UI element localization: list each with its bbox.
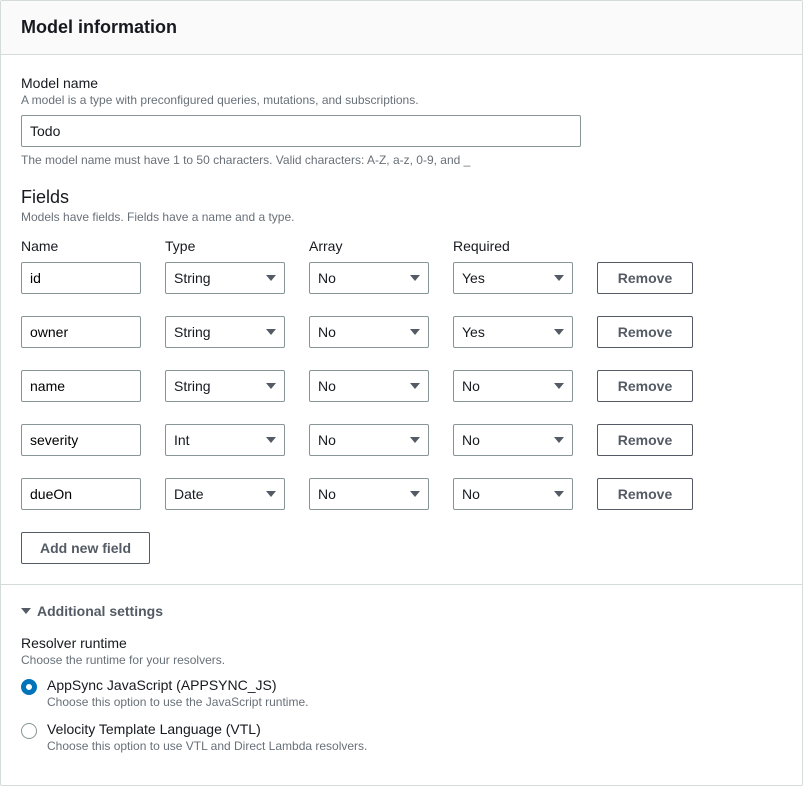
radio-label: Velocity Template Language (VTL) bbox=[47, 721, 782, 737]
model-name-label: Model name bbox=[21, 75, 782, 91]
select-value: No bbox=[318, 270, 336, 286]
field-required-select[interactable]: No bbox=[453, 424, 573, 456]
field-required-select[interactable]: No bbox=[453, 370, 573, 402]
select-value: No bbox=[318, 432, 336, 448]
caret-down-icon bbox=[21, 608, 31, 614]
field-name-input[interactable] bbox=[21, 424, 141, 456]
remove-field-button[interactable]: Remove bbox=[597, 262, 693, 294]
col-header-name: Name bbox=[21, 238, 141, 254]
caret-down-icon bbox=[266, 491, 276, 497]
select-value: No bbox=[462, 432, 480, 448]
runtime-option[interactable]: Velocity Template Language (VTL) Choose t… bbox=[21, 721, 782, 753]
caret-down-icon bbox=[266, 329, 276, 335]
caret-down-icon bbox=[410, 437, 420, 443]
select-value: Yes bbox=[462, 270, 485, 286]
select-value: String bbox=[174, 270, 211, 286]
caret-down-icon bbox=[410, 329, 420, 335]
field-array-select[interactable]: No bbox=[309, 316, 429, 348]
add-new-field-button[interactable]: Add new field bbox=[21, 532, 150, 564]
caret-down-icon bbox=[266, 383, 276, 389]
field-row: Date No No Remove bbox=[21, 478, 782, 510]
model-name-group: Model name A model is a type with precon… bbox=[21, 75, 782, 167]
resolver-runtime-group: Resolver runtime Choose the runtime for … bbox=[21, 635, 782, 753]
runtime-radio-group: AppSync JavaScript (APPSYNC_JS) Choose th… bbox=[21, 677, 782, 753]
radio-button[interactable] bbox=[21, 723, 37, 739]
caret-down-icon bbox=[554, 329, 564, 335]
caret-down-icon bbox=[410, 275, 420, 281]
fields-rows-container: StringNoYesRemoveStringNoYesRemoveString… bbox=[21, 262, 782, 510]
select-value: No bbox=[318, 378, 336, 394]
caret-down-icon bbox=[410, 491, 420, 497]
select-value: Int bbox=[174, 432, 190, 448]
fields-description: Models have fields. Fields have a name a… bbox=[21, 210, 782, 224]
select-value: No bbox=[318, 486, 336, 502]
panel-body: Model name A model is a type with precon… bbox=[1, 55, 802, 785]
field-row: String No Yes Remove bbox=[21, 316, 782, 348]
panel-header: Model information bbox=[1, 1, 802, 55]
radio-content: Velocity Template Language (VTL) Choose t… bbox=[47, 721, 782, 753]
fields-header-row: Name Type Array Required bbox=[21, 238, 782, 254]
field-row: Int No No Remove bbox=[21, 424, 782, 456]
field-type-select[interactable]: String bbox=[165, 316, 285, 348]
field-row: String No Yes Remove bbox=[21, 262, 782, 294]
col-header-array: Array bbox=[309, 238, 429, 254]
divider bbox=[1, 584, 802, 585]
col-header-type: Type bbox=[165, 238, 285, 254]
field-row: String No No Remove bbox=[21, 370, 782, 402]
field-array-select[interactable]: No bbox=[309, 370, 429, 402]
radio-label: AppSync JavaScript (APPSYNC_JS) bbox=[47, 677, 782, 693]
model-information-panel: Model information Model name A model is … bbox=[0, 0, 803, 786]
field-required-select[interactable]: Yes bbox=[453, 316, 573, 348]
remove-field-button[interactable]: Remove bbox=[597, 370, 693, 402]
caret-down-icon bbox=[266, 437, 276, 443]
field-name-input[interactable] bbox=[21, 316, 141, 348]
field-required-select[interactable]: No bbox=[453, 478, 573, 510]
remove-field-button[interactable]: Remove bbox=[597, 316, 693, 348]
caret-down-icon bbox=[554, 275, 564, 281]
radio-description: Choose this option to use VTL and Direct… bbox=[47, 739, 782, 753]
field-array-select[interactable]: No bbox=[309, 262, 429, 294]
field-name-input[interactable] bbox=[21, 370, 141, 402]
field-name-input[interactable] bbox=[21, 262, 141, 294]
select-value: No bbox=[462, 486, 480, 502]
fields-section: Fields Models have fields. Fields have a… bbox=[21, 187, 782, 564]
remove-field-button[interactable]: Remove bbox=[597, 478, 693, 510]
field-name-input[interactable] bbox=[21, 478, 141, 510]
caret-down-icon bbox=[410, 383, 420, 389]
field-array-select[interactable]: No bbox=[309, 478, 429, 510]
resolver-runtime-label: Resolver runtime bbox=[21, 635, 782, 651]
caret-down-icon bbox=[554, 383, 564, 389]
select-value: Date bbox=[174, 486, 204, 502]
select-value: String bbox=[174, 324, 211, 340]
caret-down-icon bbox=[554, 437, 564, 443]
select-value: String bbox=[174, 378, 211, 394]
fields-title: Fields bbox=[21, 187, 782, 208]
additional-settings-toggle[interactable]: Additional settings bbox=[21, 603, 782, 619]
field-type-select[interactable]: String bbox=[165, 262, 285, 294]
col-header-required: Required bbox=[453, 238, 573, 254]
radio-content: AppSync JavaScript (APPSYNC_JS) Choose th… bbox=[47, 677, 782, 709]
field-type-select[interactable]: Int bbox=[165, 424, 285, 456]
panel-title: Model information bbox=[21, 17, 782, 38]
select-value: Yes bbox=[462, 324, 485, 340]
field-type-select[interactable]: String bbox=[165, 370, 285, 402]
radio-description: Choose this option to use the JavaScript… bbox=[47, 695, 782, 709]
col-header-action bbox=[597, 238, 693, 254]
field-type-select[interactable]: Date bbox=[165, 478, 285, 510]
remove-field-button[interactable]: Remove bbox=[597, 424, 693, 456]
additional-settings-title: Additional settings bbox=[37, 603, 163, 619]
model-name-input[interactable] bbox=[21, 115, 581, 147]
field-array-select[interactable]: No bbox=[309, 424, 429, 456]
select-value: No bbox=[462, 378, 480, 394]
caret-down-icon bbox=[554, 491, 564, 497]
runtime-option[interactable]: AppSync JavaScript (APPSYNC_JS) Choose th… bbox=[21, 677, 782, 709]
resolver-runtime-description: Choose the runtime for your resolvers. bbox=[21, 653, 782, 667]
model-name-description: A model is a type with preconfigured que… bbox=[21, 93, 782, 107]
field-required-select[interactable]: Yes bbox=[453, 262, 573, 294]
caret-down-icon bbox=[266, 275, 276, 281]
model-name-constraint: The model name must have 1 to 50 charact… bbox=[21, 153, 782, 167]
radio-button[interactable] bbox=[21, 679, 37, 695]
select-value: No bbox=[318, 324, 336, 340]
